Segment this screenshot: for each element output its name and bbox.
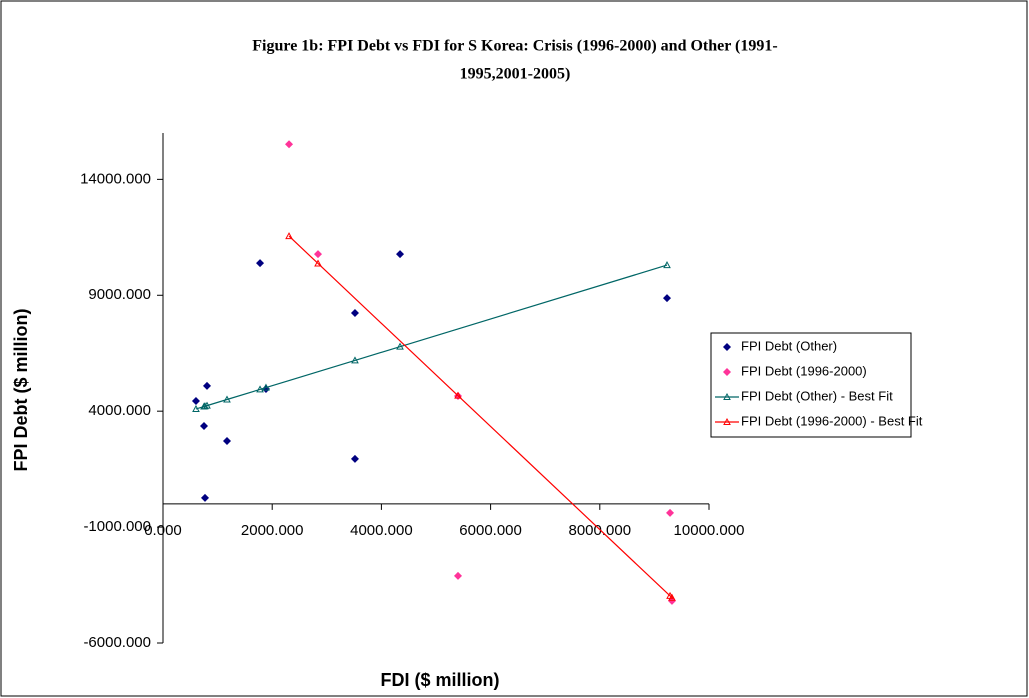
x-tick-label: 10000.000 — [674, 522, 745, 539]
chart-title: Figure 1b: FPI Debt vs FDI for S Korea: … — [252, 38, 777, 55]
point — [201, 402, 209, 410]
point — [350, 309, 359, 318]
point — [256, 259, 265, 268]
x-tick-label: 2000.000 — [241, 522, 304, 539]
point — [314, 259, 322, 267]
point — [350, 454, 359, 463]
point — [454, 571, 463, 580]
point — [666, 508, 675, 517]
x-tick-label: 0.000 — [144, 522, 182, 539]
legend-label: FPI Debt (1996-2000) - Best Fit — [741, 413, 923, 428]
point — [285, 140, 294, 149]
chart-title: 1995,2001-2005) — [460, 66, 571, 83]
point — [262, 383, 270, 391]
legend-marker — [723, 417, 731, 425]
y-tick-label: 9000.000 — [88, 286, 151, 303]
point — [454, 391, 462, 399]
point — [663, 261, 671, 269]
legend-label: FPI Debt (Other) — [741, 338, 837, 353]
legend-marker — [723, 368, 731, 376]
point — [191, 396, 200, 405]
x-tick-label: 4000.000 — [350, 522, 413, 539]
legend-label: FPI Debt (1996-2000) — [741, 363, 867, 378]
y-tick-label: 4000.000 — [88, 402, 151, 419]
y-tick-label: 14000.000 — [80, 170, 151, 187]
legend-marker — [723, 343, 731, 351]
point — [396, 342, 404, 350]
point — [663, 294, 672, 303]
point — [222, 436, 231, 445]
legend-marker — [723, 392, 731, 400]
point — [351, 356, 359, 364]
point — [396, 250, 405, 259]
point — [192, 404, 200, 412]
point — [314, 250, 323, 259]
y-axis-title: FPI Debt ($ million) — [11, 308, 31, 471]
point — [203, 401, 211, 409]
point — [668, 593, 676, 601]
x-tick-label: 6000.000 — [459, 522, 522, 539]
point — [223, 395, 231, 403]
point — [200, 422, 209, 431]
legend-label: FPI Debt (Other) - Best Fit — [741, 388, 893, 403]
point — [200, 493, 209, 502]
y-tick-label: -1000.000 — [83, 518, 151, 535]
point — [256, 385, 264, 393]
point — [203, 381, 212, 390]
y-tick-label: -6000.000 — [83, 634, 151, 651]
point — [285, 232, 293, 240]
legend-box — [710, 332, 912, 438]
x-axis-title: FDI ($ million) — [381, 670, 500, 690]
